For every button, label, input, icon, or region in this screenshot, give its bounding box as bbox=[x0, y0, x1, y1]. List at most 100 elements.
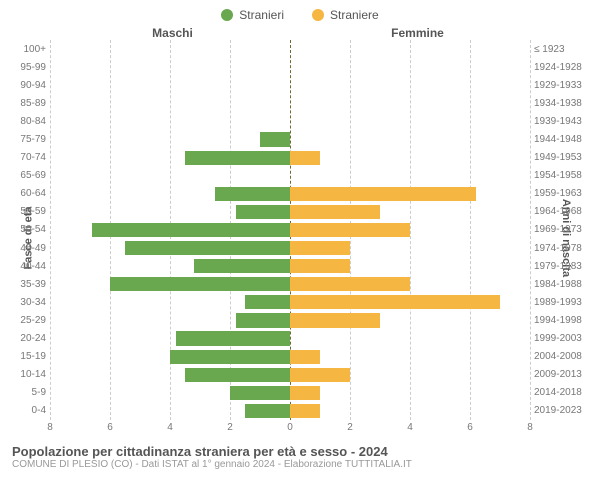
birth-year-label: 2009-2013 bbox=[530, 369, 594, 380]
birth-year-label: 1999-2003 bbox=[530, 333, 594, 344]
x-tick-label: 8 bbox=[47, 422, 53, 433]
birth-year-label: 1934-1938 bbox=[530, 98, 594, 109]
legend-item-female: Straniere bbox=[312, 8, 379, 22]
chart-title: Popolazione per cittadinanza straniera p… bbox=[12, 444, 588, 459]
legend-swatch-female bbox=[312, 9, 324, 21]
birth-year-label: 1969-1973 bbox=[530, 224, 594, 235]
birth-year-label: 1989-1993 bbox=[530, 297, 594, 308]
column-headers: Maschi Femmine bbox=[0, 26, 600, 40]
bar-female bbox=[290, 313, 380, 327]
birth-year-label: ≤ 1923 bbox=[530, 44, 594, 55]
age-label: 15-19 bbox=[6, 351, 50, 362]
birth-year-label: 1964-1968 bbox=[530, 206, 594, 217]
bar-male bbox=[170, 350, 290, 364]
birth-year-label: 1929-1933 bbox=[530, 80, 594, 91]
age-label: 10-14 bbox=[6, 369, 50, 380]
bar-male bbox=[185, 368, 290, 382]
bar-male bbox=[125, 241, 290, 255]
bar-pair bbox=[50, 275, 530, 293]
bar-pair bbox=[50, 239, 530, 257]
pyramid-row: 80-84 1939-1943 bbox=[6, 112, 594, 130]
plot: 100+≤ 192395-991924-1928 90-94 1929-1933 85… bbox=[6, 40, 594, 420]
birth-year-label: 2019-2023 bbox=[530, 405, 594, 416]
bar-pair bbox=[50, 348, 530, 366]
bar-male bbox=[236, 313, 290, 327]
age-label: 20-24 bbox=[6, 333, 50, 344]
age-label: 25-29 bbox=[6, 315, 50, 326]
bar-pair bbox=[50, 402, 530, 420]
birth-year-label: 1924-1928 bbox=[530, 62, 594, 73]
birth-year-label: 1979-1983 bbox=[530, 261, 594, 272]
birth-year-label: 2004-2008 bbox=[530, 351, 594, 362]
bar-female bbox=[290, 277, 410, 291]
bar-male bbox=[245, 295, 290, 309]
birth-year-label: 1954-1958 bbox=[530, 170, 594, 181]
age-label: 5-9 bbox=[6, 387, 50, 398]
x-tick-label: 4 bbox=[407, 422, 413, 433]
x-tick-label: 2 bbox=[227, 422, 233, 433]
x-axis: 864202468 bbox=[6, 422, 594, 436]
bar-female bbox=[290, 386, 320, 400]
bar-female bbox=[290, 259, 350, 273]
age-label: 65-69 bbox=[6, 170, 50, 181]
x-tick-label: 6 bbox=[107, 422, 113, 433]
bar-female bbox=[290, 151, 320, 165]
bar-pair bbox=[50, 311, 530, 329]
chart-footer: Popolazione per cittadinanza straniera p… bbox=[0, 436, 600, 470]
pyramid-row: 95-991924-1928 bbox=[6, 58, 594, 76]
legend: Stranieri Straniere bbox=[0, 0, 600, 26]
bar-male bbox=[245, 404, 290, 418]
bar-male bbox=[92, 223, 290, 237]
age-label: 75-79 bbox=[6, 134, 50, 145]
birth-year-label: 1959-1963 bbox=[530, 188, 594, 199]
bar-female bbox=[290, 223, 410, 237]
age-label: 60-64 bbox=[6, 188, 50, 199]
birth-year-label: 1939-1943 bbox=[530, 116, 594, 127]
bar-pair bbox=[50, 221, 530, 239]
birth-year-label: 1949-1953 bbox=[530, 152, 594, 163]
birth-year-label: 1984-1988 bbox=[530, 279, 594, 290]
bar-pair bbox=[50, 112, 530, 130]
age-label: 50-54 bbox=[6, 224, 50, 235]
bar-pair bbox=[50, 366, 530, 384]
bar-pair bbox=[50, 149, 530, 167]
bar-female bbox=[290, 187, 476, 201]
pyramid-row: 85-891934-1938 bbox=[6, 94, 594, 112]
bar-female bbox=[290, 368, 350, 382]
pyramid-row: 55-591964-1968 bbox=[6, 203, 594, 221]
x-axis-ticks: 864202468 bbox=[50, 422, 530, 436]
pyramid-row: 50-54 1969-1973 bbox=[6, 221, 594, 239]
age-label: 40-44 bbox=[6, 261, 50, 272]
pyramid-row: 30-341989-1993 bbox=[6, 293, 594, 311]
age-label: 80-84 bbox=[6, 116, 50, 127]
bar-pair bbox=[50, 130, 530, 148]
bar-female bbox=[290, 205, 380, 219]
bar-pair bbox=[50, 94, 530, 112]
pyramid-row: 75-79 1944-1948 bbox=[6, 130, 594, 148]
bar-female bbox=[290, 350, 320, 364]
chart-subtitle: COMUNE DI PLESIO (CO) - Dati ISTAT al 1°… bbox=[12, 459, 588, 470]
legend-label-male: Stranieri bbox=[239, 8, 284, 22]
x-tick-label: 4 bbox=[167, 422, 173, 433]
bar-pair bbox=[50, 185, 530, 203]
pyramid-row: 0-42019-2023 bbox=[6, 402, 594, 420]
age-label: 45-49 bbox=[6, 243, 50, 254]
pyramid-row: 100+≤ 1923 bbox=[6, 40, 594, 58]
birth-year-label: 1974-1978 bbox=[530, 243, 594, 254]
birth-year-label: 1944-1948 bbox=[530, 134, 594, 145]
bar-female bbox=[290, 404, 320, 418]
x-tick-label: 6 bbox=[467, 422, 473, 433]
pyramid-row: 20-24 1999-2003 bbox=[6, 330, 594, 348]
age-label: 90-94 bbox=[6, 80, 50, 91]
bar-male bbox=[215, 187, 290, 201]
x-tick-label: 0 bbox=[287, 422, 293, 433]
bar-male bbox=[236, 205, 290, 219]
pyramid-row: 25-291994-1998 bbox=[6, 311, 594, 329]
bar-male bbox=[230, 386, 290, 400]
bar-pair bbox=[50, 76, 530, 94]
bar-pair bbox=[50, 257, 530, 275]
x-tick-label: 8 bbox=[527, 422, 533, 433]
bar-pair bbox=[50, 167, 530, 185]
header-male: Maschi bbox=[0, 26, 295, 40]
bar-male bbox=[185, 151, 290, 165]
